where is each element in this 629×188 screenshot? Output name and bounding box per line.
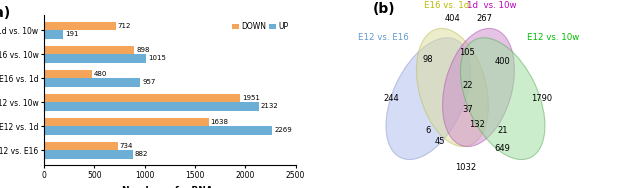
Text: 98: 98 — [423, 55, 433, 64]
Bar — [44, 54, 146, 63]
Bar — [44, 70, 92, 78]
Text: 712: 712 — [118, 23, 131, 29]
Bar — [44, 126, 272, 135]
Text: 1638: 1638 — [211, 119, 229, 125]
Bar — [44, 142, 118, 150]
Text: 37: 37 — [462, 105, 473, 114]
Text: 45: 45 — [434, 137, 445, 146]
Text: 1032: 1032 — [455, 163, 476, 172]
Text: 2132: 2132 — [260, 103, 278, 109]
Ellipse shape — [443, 28, 515, 146]
Text: (a): (a) — [0, 6, 11, 20]
Text: 957: 957 — [142, 80, 155, 85]
Text: E12 vs. E16: E12 vs. E16 — [358, 33, 409, 42]
Ellipse shape — [416, 28, 488, 146]
Text: 734: 734 — [120, 143, 133, 149]
Text: 267: 267 — [476, 14, 492, 23]
Text: 22: 22 — [462, 81, 472, 90]
Text: 400: 400 — [495, 57, 511, 66]
Ellipse shape — [386, 38, 470, 160]
Text: 2269: 2269 — [274, 127, 292, 133]
Text: 105: 105 — [459, 48, 475, 57]
Text: 6: 6 — [426, 126, 431, 135]
Text: 1951: 1951 — [242, 95, 260, 101]
Text: 649: 649 — [495, 144, 511, 153]
Ellipse shape — [460, 38, 545, 160]
Bar — [44, 22, 116, 30]
Text: E16 vs. 1d: E16 vs. 1d — [424, 1, 469, 10]
Bar — [44, 102, 259, 111]
Bar — [44, 78, 140, 87]
Bar — [44, 30, 64, 39]
Text: 191: 191 — [65, 31, 79, 37]
Bar — [44, 118, 209, 126]
Bar — [44, 150, 133, 159]
Bar — [44, 94, 240, 102]
X-axis label: Number  of mRNAs: Number of mRNAs — [121, 186, 218, 188]
Text: 1d  vs. 10w: 1d vs. 10w — [467, 1, 516, 10]
Text: 1790: 1790 — [532, 94, 552, 103]
Text: E12 vs. 10w: E12 vs. 10w — [527, 33, 579, 42]
Text: 882: 882 — [135, 151, 148, 157]
Text: 480: 480 — [94, 71, 108, 77]
Legend: DOWN, UP: DOWN, UP — [229, 19, 292, 34]
Text: 132: 132 — [469, 120, 484, 129]
Text: 244: 244 — [383, 94, 399, 103]
Text: (b): (b) — [372, 2, 395, 16]
Bar — [44, 46, 135, 54]
Text: 898: 898 — [136, 47, 150, 53]
Text: 404: 404 — [445, 14, 460, 23]
Text: 21: 21 — [498, 126, 508, 135]
Text: 1015: 1015 — [148, 55, 166, 61]
